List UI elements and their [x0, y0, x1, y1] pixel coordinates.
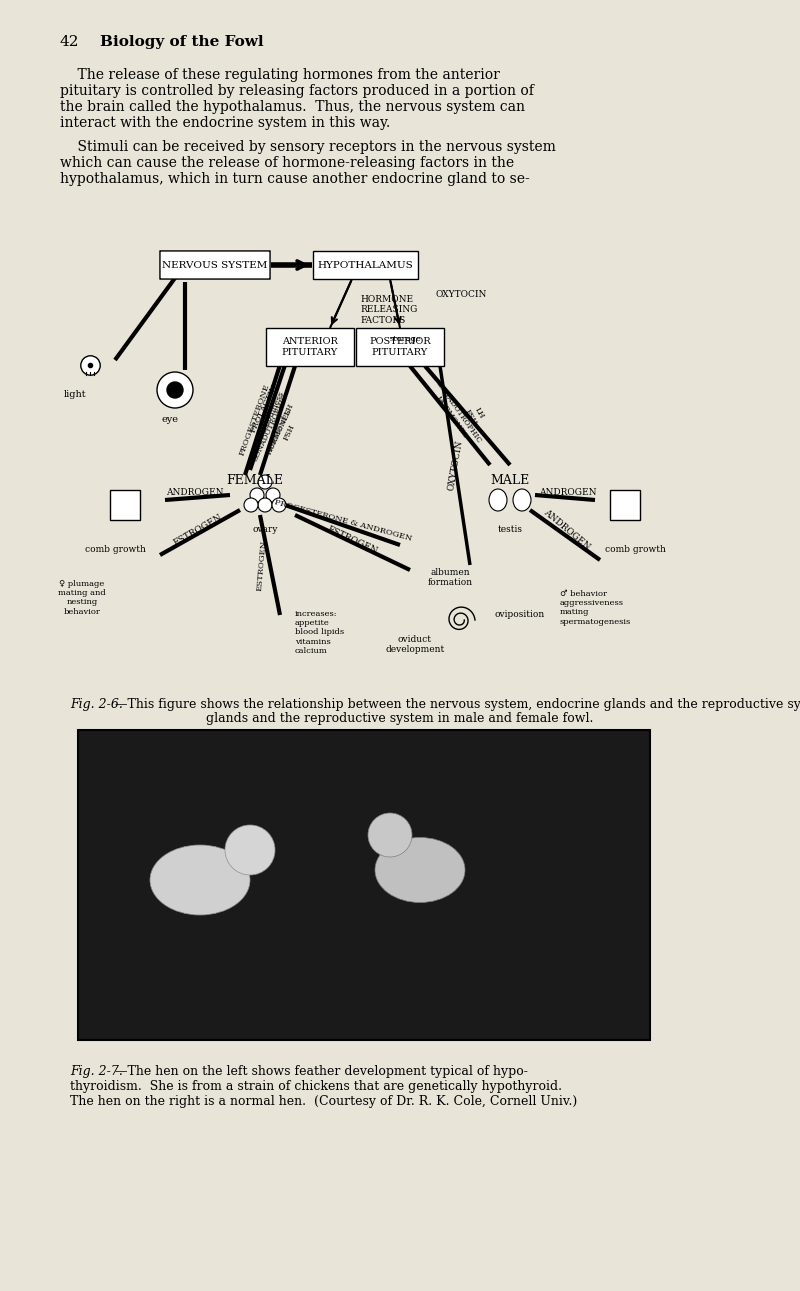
- Circle shape: [368, 813, 412, 857]
- Circle shape: [272, 498, 286, 513]
- Ellipse shape: [489, 489, 507, 511]
- Text: Fig. 2-7.: Fig. 2-7.: [70, 1065, 123, 1078]
- Text: NERVOUS SYSTEM: NERVOUS SYSTEM: [162, 261, 268, 270]
- Text: HYPOTHALAMUS: HYPOTHALAMUS: [317, 261, 413, 270]
- Text: Fig. 2-6.: Fig. 2-6.: [70, 698, 123, 711]
- Text: increases:
appetite
blood lipids
vitamins
calcium: increases: appetite blood lipids vitamin…: [295, 611, 344, 655]
- Ellipse shape: [150, 846, 250, 915]
- Text: comb growth: comb growth: [605, 545, 666, 554]
- Text: light: light: [64, 390, 86, 399]
- Text: ovary: ovary: [252, 525, 278, 534]
- Text: testis: testis: [498, 525, 522, 534]
- Text: release of LH
FSH: release of LH FSH: [266, 403, 304, 457]
- Text: ANDROGEN: ANDROGEN: [166, 488, 224, 497]
- FancyBboxPatch shape: [356, 328, 444, 367]
- Text: MALE: MALE: [490, 474, 530, 487]
- Text: oviposition: oviposition: [495, 611, 545, 618]
- Text: HORMONE
RELEASING
FACTORS: HORMONE RELEASING FACTORS: [360, 296, 418, 325]
- Text: ESTROGEN: ESTROGEN: [326, 524, 378, 555]
- FancyBboxPatch shape: [266, 328, 354, 367]
- Circle shape: [157, 372, 193, 408]
- Text: glands and the reproductive system in male and female fowl.: glands and the reproductive system in ma…: [206, 713, 594, 726]
- Text: GONADOTROPHIC
HORMONES: GONADOTROPHIC HORMONES: [251, 392, 298, 467]
- Text: ANDROGEN: ANDROGEN: [542, 509, 592, 553]
- Text: The hen on the right is a normal hen.  (Courtesy of Dr. R. K. Cole, Cornell Univ: The hen on the right is a normal hen. (C…: [70, 1095, 578, 1108]
- Text: albumen
formation: albumen formation: [427, 568, 473, 587]
- Text: hypothalamus, which in turn cause another endocrine gland to se-: hypothalamus, which in turn cause anothe…: [60, 172, 530, 186]
- Text: the brain called the hypothalamus.  Thus, the nervous system can: the brain called the hypothalamus. Thus,…: [60, 99, 525, 114]
- Text: ANDROGEN: ANDROGEN: [539, 488, 597, 497]
- Ellipse shape: [375, 838, 465, 902]
- Circle shape: [167, 382, 183, 398]
- Text: oviduct
development: oviduct development: [386, 635, 445, 655]
- FancyBboxPatch shape: [160, 250, 270, 279]
- Text: POSTERIOR
PITUITARY: POSTERIOR PITUITARY: [369, 337, 431, 356]
- Circle shape: [250, 488, 264, 502]
- Text: PROGESTERONE & ANDROGEN: PROGESTERONE & ANDROGEN: [274, 498, 413, 542]
- Text: ESTROGEN: ESTROGEN: [172, 513, 224, 547]
- Text: OXYTOCIN: OXYTOCIN: [435, 290, 486, 300]
- Text: PROLACTIN
broodiness: PROLACTIN broodiness: [249, 382, 287, 438]
- Text: FEMALE: FEMALE: [226, 474, 283, 487]
- Text: ♂ behavior
aggressiveness
mating
spermatogenesis: ♂ behavior aggressiveness mating spermat…: [560, 590, 631, 626]
- Ellipse shape: [513, 489, 531, 511]
- Circle shape: [266, 488, 280, 502]
- Text: comb growth: comb growth: [85, 545, 146, 554]
- Text: Stimuli can be received by sensory receptors in the nervous system: Stimuli can be received by sensory recep…: [60, 139, 556, 154]
- Text: OXYTOCIN: OXYTOCIN: [446, 439, 464, 491]
- Text: ♀ plumage
mating and
nesting
behavior: ♀ plumage mating and nesting behavior: [58, 580, 106, 616]
- Text: —This figure shows the relationship between the nervous system, endocrine glands: —This figure shows the relationship betw…: [115, 698, 800, 711]
- Text: pituitary is controlled by releasing factors produced in a portion of: pituitary is controlled by releasing fac…: [60, 84, 534, 98]
- Circle shape: [258, 498, 272, 513]
- Text: The release of these regulating hormones from the anterior: The release of these regulating hormones…: [60, 68, 500, 83]
- Circle shape: [244, 498, 258, 513]
- Text: ANTERIOR
PITUITARY: ANTERIOR PITUITARY: [282, 337, 338, 356]
- Text: GONADOTROPHIC
HORMONES: GONADOTROPHIC HORMONES: [426, 380, 483, 451]
- Text: interact with the endocrine system in this way.: interact with the endocrine system in th…: [60, 116, 390, 130]
- Text: thyroidism.  She is from a strain of chickens that are genetically hypothyroid.: thyroidism. She is from a strain of chic…: [70, 1081, 562, 1093]
- Text: storage: storage: [389, 334, 421, 343]
- Text: ESTROGEN: ESTROGEN: [256, 540, 268, 591]
- Text: which can cause the release of hormone-releasing factors in the: which can cause the release of hormone-r…: [60, 156, 514, 170]
- Circle shape: [258, 475, 272, 489]
- Text: eye: eye: [162, 414, 178, 423]
- FancyBboxPatch shape: [313, 250, 418, 279]
- Text: —The hen on the left shows feather development typical of hypo-: —The hen on the left shows feather devel…: [115, 1065, 528, 1078]
- Text: LH
FSH: LH FSH: [463, 403, 486, 427]
- Bar: [78, 729, 650, 1041]
- Text: PROGESTERONE: PROGESTERONE: [238, 383, 272, 457]
- Text: Biology of the Fowl: Biology of the Fowl: [100, 35, 264, 49]
- Text: 42: 42: [60, 35, 79, 49]
- Circle shape: [225, 825, 275, 875]
